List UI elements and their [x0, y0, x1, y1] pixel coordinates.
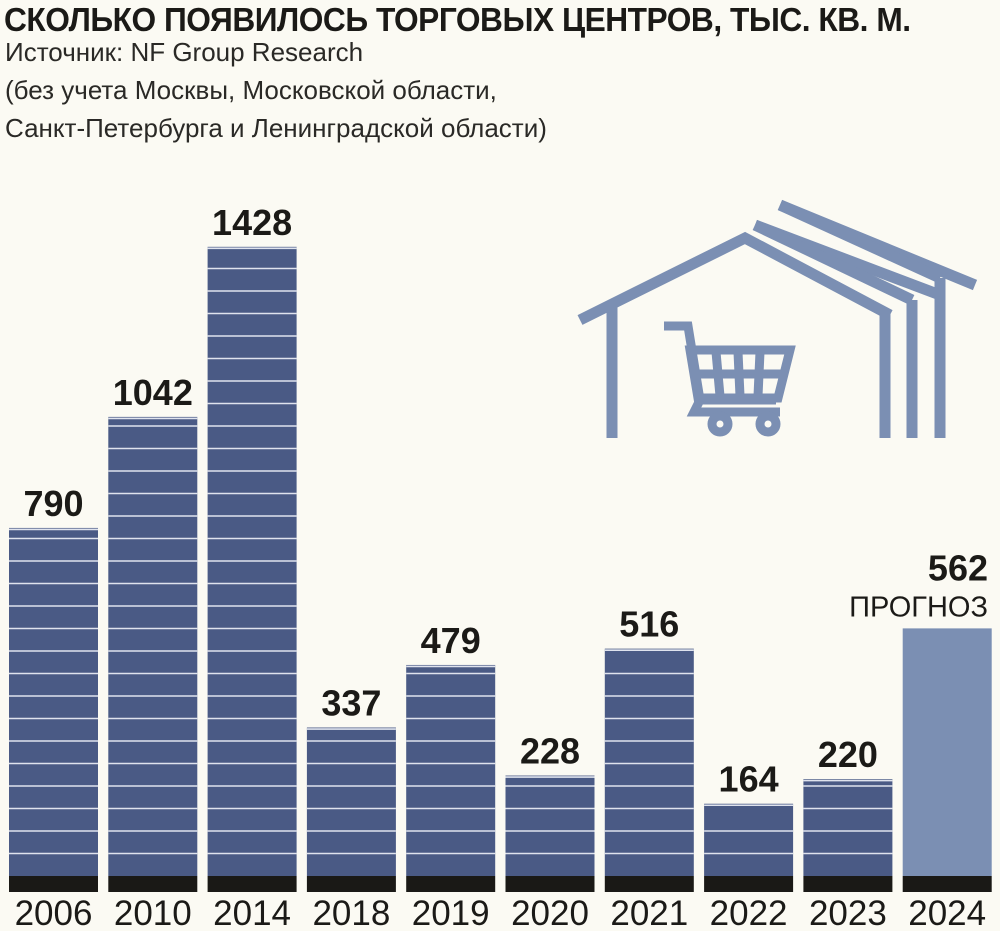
bar-base-strip	[803, 876, 893, 892]
bar-base-strip	[9, 876, 98, 892]
x-tick-2010: 2010	[114, 894, 192, 931]
value-label-2021: 516	[619, 604, 679, 645]
value-label-2024: 562	[928, 547, 988, 588]
source-line: Источник: NF Group Research	[5, 37, 364, 67]
bar-2006	[9, 527, 98, 876]
bar-base-strip	[604, 876, 694, 892]
value-label-2018: 337	[321, 683, 381, 724]
value-label-2010: 1042	[113, 372, 193, 413]
x-tick-2019: 2019	[412, 894, 490, 931]
bar-2018	[306, 727, 396, 876]
bar-base-strip	[108, 876, 198, 892]
x-tick-2024: 2024	[908, 894, 986, 931]
forecast-label: ПРОГНОЗ	[849, 591, 988, 623]
mall-building-with-shopping-cart-icon	[577, 199, 978, 438]
bar-base-strip	[704, 876, 794, 892]
bar-2019	[406, 664, 496, 876]
x-tick-2018: 2018	[312, 894, 390, 931]
value-label-2022: 164	[719, 759, 779, 800]
chart-title: СКОЛЬКО ПОЯВИЛОСЬ ТОРГОВЫХ ЦЕНТРОВ, ТЫС.…	[4, 1, 911, 38]
x-tick-2006: 2006	[15, 894, 93, 931]
value-label-2014: 1428	[212, 202, 292, 243]
bar-base-strip	[505, 876, 595, 892]
bar-2022	[704, 803, 794, 876]
bar-2020	[505, 775, 595, 876]
x-tick-2021: 2021	[610, 894, 688, 931]
value-label-2020: 228	[520, 731, 580, 772]
bar-2010	[108, 416, 198, 876]
x-tick-2023: 2023	[809, 894, 887, 931]
x-tick-2022: 2022	[710, 894, 788, 931]
x-tick-2014: 2014	[213, 894, 291, 931]
bar-base-strip	[406, 876, 496, 892]
value-label-2019: 479	[421, 620, 481, 661]
value-label-2006: 790	[23, 483, 83, 524]
bar-base-strip	[306, 876, 396, 892]
value-label-2023: 220	[818, 734, 878, 775]
bar-base-strip	[902, 876, 992, 892]
bar-2023	[803, 779, 893, 876]
bar-2021	[604, 648, 694, 876]
note-line-1: (без учета Москвы, Московской области,	[5, 75, 497, 105]
note-line-2: Санкт-Петербурга и Ленинградской области…	[5, 113, 547, 143]
bar-2024	[902, 628, 992, 876]
x-tick-2020: 2020	[511, 894, 589, 931]
bar-base-strip	[207, 876, 297, 892]
